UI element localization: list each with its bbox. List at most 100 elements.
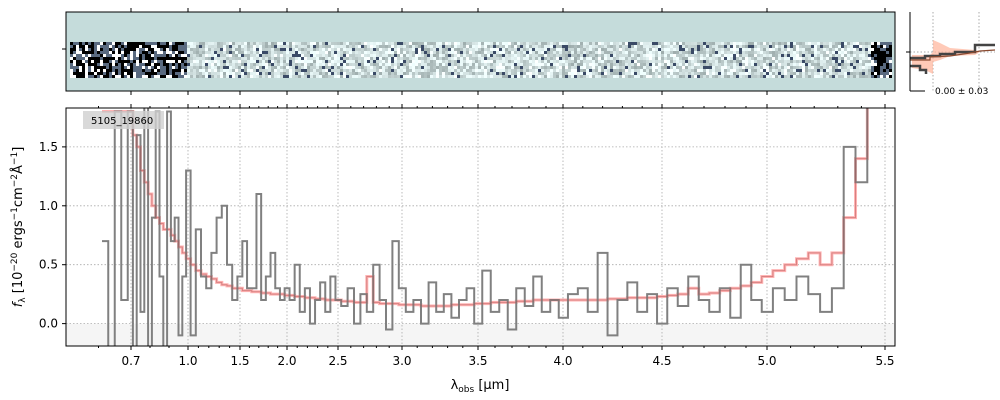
twod-pixel [703, 60, 706, 63]
twod-pixel [301, 66, 304, 69]
twod-pixel [436, 45, 439, 48]
twod-pixel [763, 66, 766, 69]
twod-pixel [469, 51, 472, 54]
twod-pixel [694, 60, 697, 63]
twod-pixel [157, 57, 160, 60]
twod-pixel [331, 60, 334, 63]
twod-pixel [733, 45, 736, 48]
twod-pixel [820, 66, 823, 69]
twod-pixel [175, 69, 178, 72]
twod-pixel [886, 63, 889, 66]
twod-pixel [82, 54, 85, 57]
twod-pixel [259, 63, 262, 66]
twod-pixel [448, 57, 451, 60]
twod-pixel [562, 42, 565, 45]
twod-pixel [412, 75, 415, 78]
x-tick-label: 2.0 [277, 354, 296, 368]
twod-pixel [613, 75, 616, 78]
twod-pixel [277, 63, 280, 66]
twod-pixel [403, 45, 406, 48]
twod-pixel [598, 48, 601, 51]
twod-pixel [478, 48, 481, 51]
twod-pixel [202, 57, 205, 60]
twod-pixel [214, 75, 217, 78]
twod-pixel [235, 51, 238, 54]
y-axis-label: fλ [10−20 ergs−1cm−2Å−1] [10, 147, 28, 308]
twod-pixel [709, 66, 712, 69]
twod-pixel [661, 72, 664, 75]
twod-pixel [394, 42, 397, 45]
twod-pixel [430, 51, 433, 54]
twod-pixel [214, 48, 217, 51]
twod-pixel [334, 45, 337, 48]
twod-pixel [598, 57, 601, 60]
twod-pixel [100, 48, 103, 51]
twod-pixel [460, 75, 463, 78]
twod-pixel [796, 72, 799, 75]
twod-pixel [601, 72, 604, 75]
twod-pixel [307, 54, 310, 57]
twod-pixel [160, 66, 163, 69]
twod-pixel [475, 72, 478, 75]
twod-pixel [475, 60, 478, 63]
twod-pixel [334, 48, 337, 51]
twod-pixel [376, 60, 379, 63]
twod-pixel [283, 51, 286, 54]
twod-pixel [148, 75, 151, 78]
twod-pixel [247, 51, 250, 54]
twod-pixel [196, 66, 199, 69]
twod-pixel [496, 45, 499, 48]
twod-pixel [793, 66, 796, 69]
twod-pixel [250, 57, 253, 60]
twod-pixel [673, 66, 676, 69]
twod-pixel [388, 63, 391, 66]
twod-pixel [436, 66, 439, 69]
twod-pixel [730, 48, 733, 51]
twod-pixel [343, 66, 346, 69]
twod-pixel [814, 75, 817, 78]
twod-pixel [694, 72, 697, 75]
twod-pixel [805, 66, 808, 69]
twod-pixel [331, 69, 334, 72]
twod-pixel [457, 54, 460, 57]
twod-pixel [628, 51, 631, 54]
twod-pixel [307, 42, 310, 45]
twod-pixel [544, 42, 547, 45]
twod-pixel [340, 54, 343, 57]
twod-pixel [163, 57, 166, 60]
twod-pixel [511, 57, 514, 60]
twod-pixel [226, 54, 229, 57]
twod-pixel [223, 63, 226, 66]
twod-pixel [316, 63, 319, 66]
twod-pixel [274, 51, 277, 54]
twod-pixel [859, 75, 862, 78]
twod-pixel [661, 54, 664, 57]
twod-pixel [616, 45, 619, 48]
twod-pixel [304, 48, 307, 51]
twod-pixel [676, 45, 679, 48]
twod-pixel [397, 42, 400, 45]
twod-pixel [388, 66, 391, 69]
twod-pixel [136, 45, 139, 48]
twod-pixel [442, 72, 445, 75]
twod-pixel [88, 66, 91, 69]
twod-pixel [82, 57, 85, 60]
twod-pixel [322, 66, 325, 69]
twod-pixel [862, 42, 865, 45]
twod-pixel [706, 54, 709, 57]
twod-pixel [631, 66, 634, 69]
twod-pixel [313, 75, 316, 78]
twod-pixel [622, 51, 625, 54]
twod-pixel [670, 66, 673, 69]
twod-pixel [199, 45, 202, 48]
twod-pixel [796, 54, 799, 57]
twod-pixel [292, 60, 295, 63]
twod-pixel [562, 48, 565, 51]
twod-pixel [886, 48, 889, 51]
twod-pixel [595, 57, 598, 60]
twod-pixel [76, 66, 79, 69]
twod-pixel [202, 69, 205, 72]
twod-pixel [169, 72, 172, 75]
twod-pixel [232, 57, 235, 60]
twod-pixel [220, 60, 223, 63]
